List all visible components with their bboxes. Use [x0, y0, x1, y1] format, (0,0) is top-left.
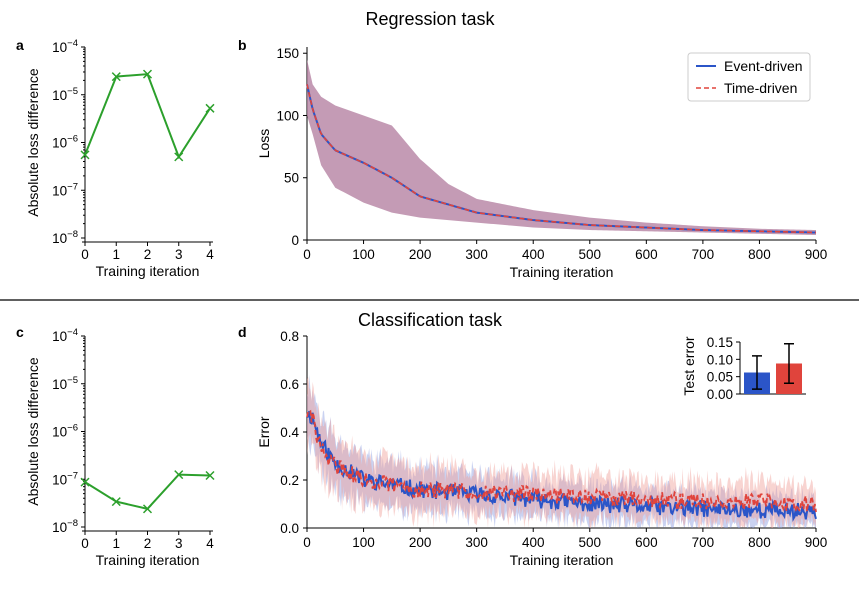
inset-y-tick-label: 0.00 — [707, 387, 733, 402]
x-tick-label: 4 — [206, 536, 214, 551]
y-axis-label: Absolute loss difference — [25, 357, 41, 506]
x-tick-label: 0 — [303, 247, 311, 262]
panel-a-chart: 10−8 10−7 10−6 10−5 10−4 0 1 2 3 4 Training iterat… — [25, 38, 215, 279]
panel-d-chart: 0.0 0.2 0.4 0.6 0.8 0 100 200 300 400 500 600 700 800… — [256, 329, 827, 568]
y-tick-label: 10−5 — [52, 86, 78, 103]
x-tick-label: 200 — [409, 535, 432, 550]
x-axis-label: Training iteration — [510, 264, 614, 280]
y-axis-label: Absolute loss difference — [25, 68, 41, 217]
x-tick-label: 500 — [579, 247, 602, 262]
y-tick-label: 10−4 — [52, 327, 78, 344]
x-tick-label: 2 — [144, 247, 152, 262]
data-point-marker — [174, 470, 184, 480]
series-line — [84, 473, 211, 510]
x-tick-label: 700 — [692, 247, 715, 262]
error-bar — [752, 355, 762, 390]
y-tick-label: 10−7 — [52, 181, 78, 198]
x-tick-label: 300 — [465, 535, 488, 550]
panel-d-inset-chart: 0.00 0.05 0.10 0.15 Test error — [670, 334, 812, 402]
legend-frame — [687, 52, 811, 102]
x-tick-label: 3 — [175, 247, 183, 262]
y-tick-label: 0.8 — [280, 329, 299, 344]
y-tick-label: 0.2 — [280, 473, 299, 488]
data-point-marker — [174, 152, 184, 162]
data-point-marker — [205, 103, 215, 113]
data-point-marker — [142, 69, 153, 79]
y-tick-label: 10−6 — [52, 134, 78, 151]
y-tick-label: 10−4 — [52, 38, 78, 55]
x-tick-label: 1 — [112, 536, 120, 551]
x-tick-label: 3 — [175, 536, 183, 551]
data-point-marker — [111, 72, 121, 82]
panel-label-d: d — [238, 324, 247, 340]
panel-label-c: c — [16, 324, 24, 340]
legend-label-time: Time-driven — [724, 80, 797, 96]
x-axis-label: Training iteration — [96, 263, 200, 279]
x-tick-label: 900 — [805, 247, 828, 262]
x-tick-label: 300 — [465, 247, 488, 262]
y-axis-label: Error — [256, 416, 272, 447]
x-tick-label: 1 — [112, 247, 120, 262]
x-tick-label: 200 — [409, 247, 432, 262]
data-point-marker — [142, 504, 153, 514]
x-tick-label: 600 — [635, 247, 658, 262]
x-tick-label: 0 — [303, 535, 311, 550]
x-tick-label: 800 — [748, 535, 771, 550]
x-tick-label: 2 — [144, 536, 152, 551]
x-axis-label: Training iteration — [96, 552, 200, 568]
panel-c-chart: 10−8 10−7 10−6 10−5 10−4 0 1 2 3 4 Training iterat… — [25, 327, 215, 568]
y-tick-label: 150 — [276, 46, 299, 61]
inset-y-tick-label: 0.10 — [707, 352, 733, 367]
data-point-marker — [111, 497, 121, 507]
x-tick-label: 0 — [81, 536, 89, 551]
data-point-marker — [205, 470, 215, 480]
y-tick-label: 10−8 — [52, 518, 78, 535]
y-tick-label: 100 — [276, 108, 299, 123]
std-band — [307, 59, 816, 236]
panel-label-a: a — [16, 37, 24, 53]
y-tick-label: 10−8 — [52, 229, 78, 246]
legend: Event-driven Time-driven — [687, 52, 811, 102]
y-tick-label: 10−7 — [52, 470, 78, 487]
y-axis-label: Loss — [256, 129, 272, 159]
regression-title: Regression task — [365, 9, 495, 29]
y-tick-label: 0.0 — [280, 521, 299, 536]
y-tick-label: 10−6 — [52, 423, 78, 440]
x-tick-label: 700 — [692, 535, 715, 550]
x-tick-label: 500 — [579, 535, 602, 550]
y-tick-label: 0 — [291, 233, 299, 248]
series-line — [84, 73, 211, 160]
x-tick-label: 0 — [81, 247, 89, 262]
inset-y-axis-label: Test error — [681, 336, 697, 395]
y-tick-label: 10−5 — [52, 375, 78, 392]
legend-label-event: Event-driven — [724, 58, 803, 74]
error-bar — [784, 342, 794, 385]
panel-label-b: b — [238, 37, 247, 53]
y-tick-label: 50 — [284, 171, 299, 186]
x-tick-label: 4 — [206, 247, 214, 262]
x-tick-label: 800 — [748, 247, 771, 262]
panel-b-chart: 0 50 100 150 0 100 200 300 400 500 600 700 800 900 Tra… — [256, 46, 827, 280]
series-time-driven — [306, 84, 817, 234]
inset-y-tick-label: 0.15 — [707, 335, 733, 350]
y-tick-label: 0.4 — [280, 425, 299, 440]
series-time-driven — [306, 409, 817, 513]
data-point-marker — [80, 477, 90, 487]
classification-title: Classification task — [358, 310, 503, 330]
x-tick-label: 900 — [805, 535, 828, 550]
x-tick-label: 100 — [352, 247, 375, 262]
x-tick-label: 400 — [522, 247, 545, 262]
x-tick-label: 100 — [352, 535, 375, 550]
data-point-marker — [80, 150, 90, 160]
x-tick-label: 400 — [522, 535, 545, 550]
x-tick-label: 600 — [635, 535, 658, 550]
y-tick-label: 0.6 — [280, 377, 299, 392]
inset-y-tick-label: 0.05 — [707, 370, 733, 385]
x-axis-label: Training iteration — [510, 552, 614, 568]
